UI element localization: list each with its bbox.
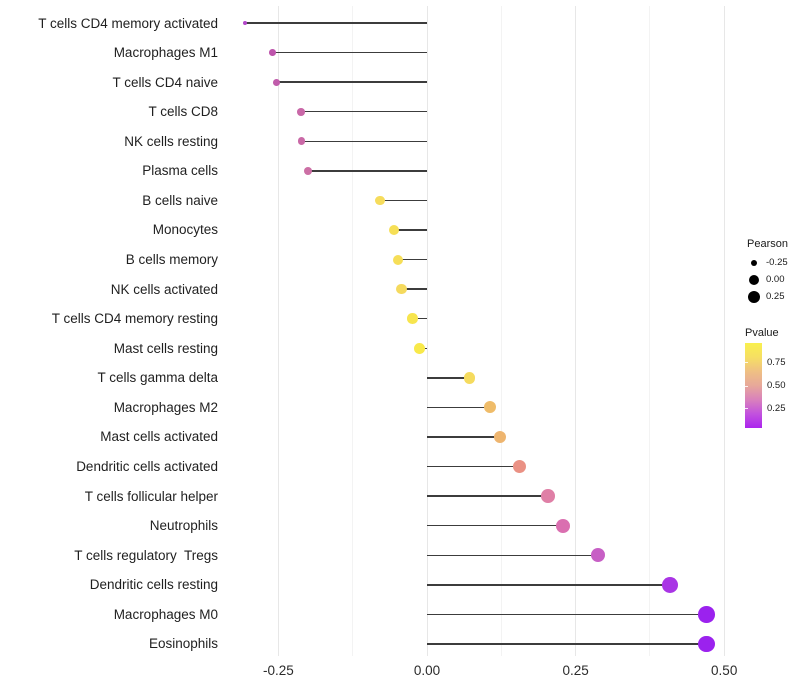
row-label: Monocytes	[152, 222, 218, 238]
gridline-minor	[500, 6, 502, 656]
lollipop-dot	[375, 195, 385, 206]
lollipop-stem	[301, 140, 427, 143]
lollipop-stem	[427, 406, 490, 409]
lollipop-dot	[392, 254, 403, 265]
row-label: Mast cells activated	[100, 429, 218, 445]
lollipop-stem	[427, 584, 671, 586]
x-tick-label: 0.00	[413, 663, 441, 678]
legend-size-dot	[748, 274, 760, 286]
gridline-major	[575, 6, 577, 656]
colorbar-tick-label: 0.50	[767, 380, 786, 391]
pvalue-colorbar	[745, 343, 762, 428]
lollipop-dot	[483, 401, 497, 414]
lollipop-dot	[297, 107, 305, 116]
lollipop-stem	[427, 554, 599, 556]
colorbar-tick-label: 0.25	[767, 402, 786, 414]
gridline-major	[723, 6, 725, 656]
lollipop-dot	[304, 166, 313, 175]
gridline-minor	[649, 6, 651, 656]
row-label: B cells naive	[142, 192, 218, 208]
row-label: NK cells activated	[110, 281, 218, 297]
lollipop-stem	[427, 613, 707, 616]
lollipop-dot	[662, 576, 678, 593]
colorbar-tick-label: 0.75	[767, 356, 786, 368]
lollipop-stem	[401, 288, 427, 290]
lollipop-stem	[427, 465, 520, 468]
row-label: T cells CD4 memory resting	[51, 311, 218, 327]
row-label: Dendritic cells activated	[76, 459, 218, 475]
legend-size-label: 0.25	[766, 291, 785, 302]
x-tick-label: 0.25	[562, 663, 589, 678]
lollipop-stem	[397, 258, 427, 261]
lollipop-dot	[273, 78, 280, 86]
gridline-major	[277, 6, 279, 656]
row-label: Mast cells resting	[113, 340, 218, 356]
lollipop-stem	[427, 524, 563, 527]
row-label: Dendritic cells resting	[89, 577, 218, 593]
lollipop-stem	[427, 377, 470, 379]
lollipop-stem	[276, 81, 427, 83]
lollipop-stem	[427, 436, 501, 438]
lollipop-stem	[427, 643, 707, 645]
legend-size-dot	[750, 259, 758, 267]
legend-size-label: 0.00	[766, 274, 785, 285]
row-label: T cells regulatory Tregs	[74, 547, 218, 563]
gridline-minor	[352, 6, 354, 656]
row-label: NK cells resting	[124, 133, 218, 149]
lollipop-dot	[493, 430, 507, 444]
lollipop-stem	[394, 229, 427, 231]
legend-size-title: Pearson	[747, 238, 788, 250]
lollipop-dot	[698, 606, 715, 623]
gridline-major	[426, 6, 428, 656]
lollipop-dot	[407, 313, 419, 324]
lollipop-dot	[512, 460, 526, 474]
row-label: B cells memory	[125, 252, 218, 268]
lollipop-stem	[412, 317, 427, 320]
legend-size-dot	[747, 290, 761, 304]
lollipop-dot	[590, 548, 606, 563]
x-tick-label: -0.25	[263, 663, 294, 678]
lollipop-stem	[245, 22, 427, 24]
lollipop-dot	[413, 342, 425, 354]
row-label: Neutrophils	[149, 518, 218, 534]
legend-size-label: -0.25	[766, 257, 788, 268]
lollipop-dot	[555, 518, 570, 533]
lollipop-stem	[272, 51, 427, 54]
row-label: Macrophages M0	[113, 606, 218, 622]
row-label: T cells CD4 naive	[112, 74, 218, 90]
row-label: Eosinophils	[148, 636, 218, 652]
x-tick-label: 0.50	[711, 663, 738, 678]
lollipop-stem	[427, 495, 549, 497]
row-label: T cells CD8	[148, 104, 218, 120]
lollipop-dot	[698, 635, 715, 653]
colorbar-tick	[745, 362, 748, 364]
legend-color-title: Pvalue	[745, 327, 779, 339]
colorbar-tick	[745, 408, 748, 410]
lollipop-dot	[463, 372, 475, 384]
row-label: T cells follicular helper	[84, 488, 218, 504]
lollipop-stem	[308, 170, 427, 172]
row-label: Plasma cells	[142, 163, 218, 179]
lollipop-dot	[269, 49, 276, 56]
lollipop-dot	[396, 284, 407, 295]
lollipop-stem	[300, 110, 427, 113]
colorbar-tick	[745, 385, 748, 387]
row-label: T cells gamma delta	[97, 370, 218, 386]
lollipop-dot	[242, 20, 248, 26]
lollipop-stem	[380, 199, 427, 202]
lollipop-dot	[297, 137, 306, 146]
row-label: Macrophages M2	[113, 399, 218, 415]
lollipop-dot	[389, 224, 400, 235]
lollipop-dot	[541, 489, 556, 503]
row-label: Macrophages M1	[113, 45, 218, 61]
row-label: T cells CD4 memory activated	[38, 15, 218, 31]
